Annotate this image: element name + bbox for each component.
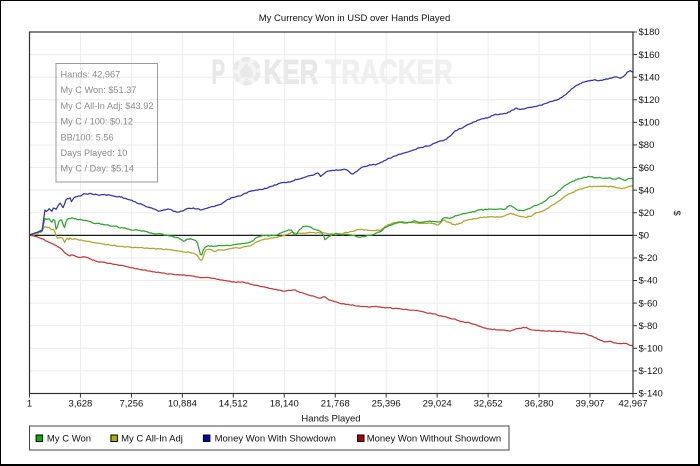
svg-text:$140: $140	[639, 72, 660, 83]
svg-text:$-80: $-80	[639, 321, 658, 332]
svg-text:BB/100: 5.56: BB/100: 5.56	[61, 132, 114, 142]
svg-text:My Currency Won in USD over Ha: My Currency Won in USD over Hands Played	[259, 13, 450, 24]
svg-text:$120: $120	[639, 95, 660, 106]
svg-text:18,140: 18,140	[270, 399, 299, 410]
svg-text:$-100: $-100	[639, 344, 663, 355]
svg-text:29,024: 29,024	[423, 399, 452, 410]
svg-text:$-140: $-140	[639, 389, 663, 400]
svg-text:$180: $180	[639, 27, 660, 38]
svg-text:My C / 100: $0.12: My C / 100: $0.12	[61, 117, 134, 127]
svg-text:14,512: 14,512	[219, 399, 248, 410]
svg-text:My C Won: $51.37: My C Won: $51.37	[61, 85, 137, 95]
svg-text:$-20: $-20	[639, 253, 658, 264]
svg-text:39,907: 39,907	[575, 399, 604, 410]
svg-text:25,396: 25,396	[372, 399, 401, 410]
svg-text:10,884: 10,884	[168, 399, 197, 410]
svg-text:$60: $60	[639, 163, 655, 174]
svg-text:$0: $0	[639, 231, 650, 242]
svg-text:1: 1	[27, 399, 32, 410]
svg-text:$160: $160	[639, 50, 660, 61]
svg-text:Hands Played: Hands Played	[301, 414, 360, 425]
svg-text:21,768: 21,768	[321, 399, 350, 410]
svg-text:$100: $100	[639, 118, 660, 129]
svg-text:My C / Day: $5.14: My C / Day: $5.14	[61, 164, 135, 174]
svg-text:$80: $80	[639, 140, 655, 151]
svg-text:Money Won Without Showdown: Money Won Without Showdown	[367, 434, 501, 445]
svg-text:36,280: 36,280	[525, 399, 554, 410]
svg-text:My C All-In Adj: $43.92: My C All-In Adj: $43.92	[61, 101, 154, 111]
svg-text:Money Won With Showdown: Money Won With Showdown	[215, 434, 336, 445]
svg-text:$-40: $-40	[639, 276, 658, 287]
svg-text:Hands: 42,967: Hands: 42,967	[61, 70, 121, 80]
svg-text:$-60: $-60	[639, 298, 658, 309]
svg-text:My C All-In Adj: My C All-In Adj	[121, 434, 183, 445]
svg-text:3,628: 3,628	[69, 399, 93, 410]
svg-text:My C Won: My C Won	[47, 434, 91, 445]
svg-text:Days Played: 10: Days Played: 10	[61, 148, 128, 158]
svg-text:32,652: 32,652	[474, 399, 503, 410]
svg-text:$20: $20	[639, 208, 655, 219]
svg-text:$-120: $-120	[639, 366, 663, 377]
svg-text:42,967: 42,967	[618, 399, 647, 410]
svg-text:KER: KER	[264, 54, 319, 92]
svg-text:$40: $40	[639, 185, 655, 196]
svg-text:7,256: 7,256	[120, 399, 144, 410]
svg-text:P: P	[212, 54, 226, 92]
svg-text:$: $	[671, 210, 682, 216]
svg-text:TRACKER: TRACKER	[325, 54, 453, 92]
